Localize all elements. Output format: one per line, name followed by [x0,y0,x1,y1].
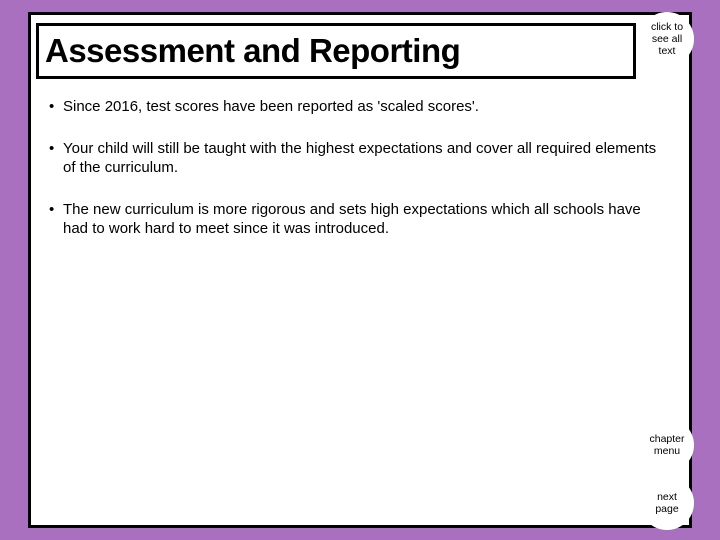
chapter-menu-button[interactable]: chaptermenu [640,418,694,472]
bullet-item: Since 2016, test scores have been report… [49,97,669,117]
title-box: Assessment and Reporting [36,23,636,79]
next-page-button[interactable]: nextpage [640,476,694,530]
see-all-text-button[interactable]: click tosee alltext [640,12,694,66]
next-label: nextpage [655,491,678,515]
bullet-list: Since 2016, test scores have been report… [49,97,669,261]
bullet-item: The new curriculum is more rigorous and … [49,200,669,239]
slide: Assessment and Reporting Since 2016, tes… [0,0,720,540]
see-all-label: click tosee alltext [651,21,683,57]
page-title: Assessment and Reporting [45,32,460,70]
content-panel: Assessment and Reporting Since 2016, tes… [28,12,692,528]
chapter-label: chaptermenu [649,433,684,457]
bullet-item: Your child will still be taught with the… [49,139,669,178]
